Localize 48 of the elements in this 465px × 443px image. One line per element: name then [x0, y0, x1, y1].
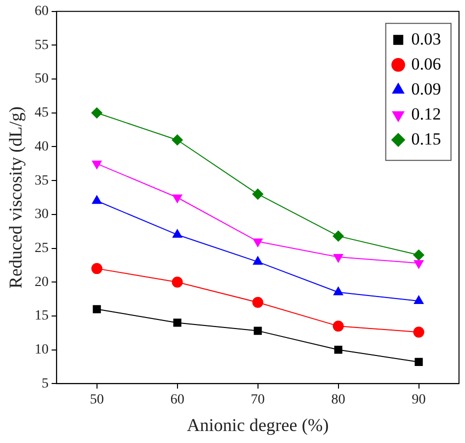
legend-label: 0.12 — [411, 104, 441, 124]
x-tick-label: 80 — [331, 392, 346, 408]
x-tick-label: 90 — [412, 392, 426, 408]
y-tick-label: 50 — [34, 72, 49, 87]
y-tick-label: 15 — [34, 308, 49, 324]
point — [332, 320, 344, 332]
point — [332, 230, 344, 242]
y-tick-label: 45 — [34, 106, 49, 121]
point — [173, 318, 182, 327]
point — [91, 107, 102, 118]
point — [252, 256, 263, 265]
point — [252, 188, 264, 200]
legend-label: 0.15 — [411, 129, 441, 148]
y-axis-title: Reduced viscosity (dL/g) — [6, 106, 26, 288]
x-tick-label: 50 — [90, 392, 104, 408]
point — [172, 276, 183, 288]
point — [413, 326, 424, 338]
x-axis-title: Anionic degree (%) — [186, 414, 329, 435]
point — [413, 250, 424, 261]
point — [414, 358, 423, 366]
y-tick-label: 20 — [34, 274, 49, 290]
point — [252, 296, 264, 308]
point — [333, 254, 344, 263]
y-tick-label: 25 — [34, 240, 49, 256]
y-tick-label: 35 — [34, 173, 49, 188]
y-tick-label: 40 — [34, 139, 49, 154]
point — [254, 326, 262, 335]
y-tick-label: 5 — [42, 376, 49, 392]
y-tick-label: 55 — [34, 38, 49, 53]
point — [333, 286, 344, 296]
legend-label: 0.03 — [411, 29, 441, 48]
legend-label: 0.09 — [411, 79, 441, 98]
x-tick-label: 70 — [250, 392, 265, 408]
point — [414, 260, 424, 269]
point — [252, 238, 263, 247]
point — [91, 263, 102, 274]
y-tick-label: 60 — [34, 4, 49, 20]
y-tick-label: 30 — [34, 207, 49, 222]
point — [172, 229, 182, 238]
point — [172, 134, 183, 146]
point — [92, 305, 101, 314]
point — [334, 346, 342, 354]
point — [172, 194, 182, 203]
legend-label: 0.06 — [411, 54, 441, 74]
x-tick-label: 60 — [170, 392, 184, 408]
point — [92, 160, 102, 170]
point — [414, 296, 424, 304]
y-tick-label: 10 — [34, 342, 49, 358]
